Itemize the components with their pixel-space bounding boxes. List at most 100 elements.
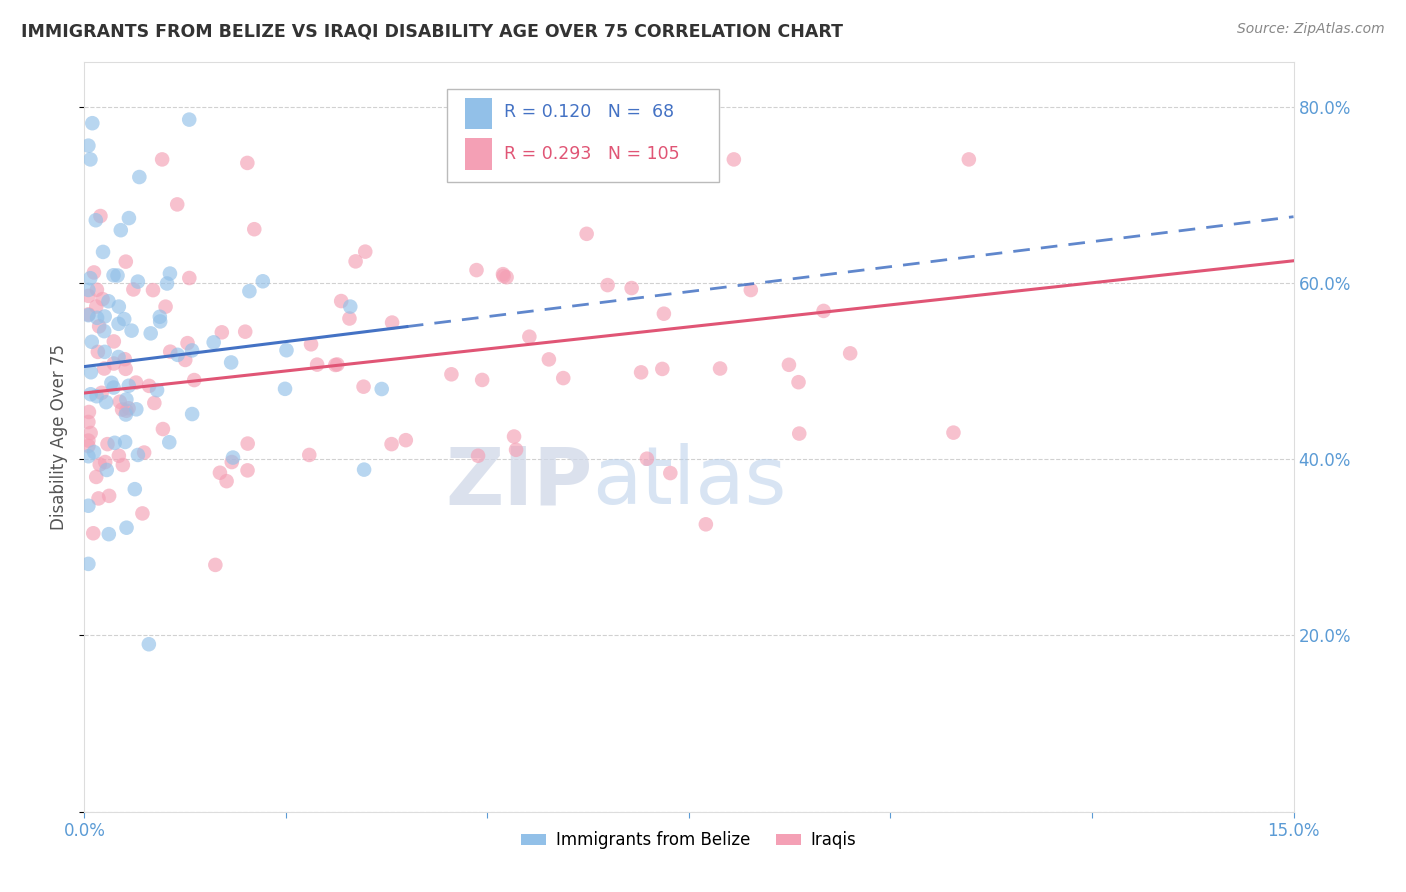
Immigrants from Belize — [107, 317, 129, 331]
Iraqis — [652, 307, 675, 321]
Iraqis — [208, 466, 231, 480]
Bar — [465, 138, 492, 170]
Immigrants from Belize — [118, 211, 141, 225]
Text: R = 0.120   N =  68: R = 0.120 N = 68 — [503, 103, 673, 121]
Immigrants from Belize — [202, 335, 225, 350]
Immigrants from Belize — [79, 153, 101, 167]
Iraqis — [111, 402, 134, 417]
Y-axis label: Disability Age Over 75: Disability Age Over 75 — [51, 344, 69, 530]
Immigrants from Belize — [159, 267, 181, 281]
Iraqis — [166, 197, 188, 211]
Immigrants from Belize — [128, 169, 150, 184]
Immigrants from Belize — [179, 112, 201, 127]
Immigrants from Belize — [103, 380, 125, 394]
Iraqis — [143, 396, 166, 410]
Immigrants from Belize — [112, 312, 135, 326]
Immigrants from Belize — [127, 275, 149, 289]
Text: atlas: atlas — [592, 443, 786, 521]
Iraqis — [122, 282, 145, 296]
Iraqis — [505, 442, 527, 457]
Iraqis — [957, 153, 980, 167]
Iraqis — [942, 425, 965, 440]
Iraqis — [243, 222, 266, 236]
Iraqis — [77, 434, 100, 448]
Text: Source: ZipAtlas.com: Source: ZipAtlas.com — [1237, 22, 1385, 37]
Iraqis — [471, 373, 494, 387]
Iraqis — [537, 352, 560, 367]
Immigrants from Belize — [84, 213, 107, 227]
Iraqis — [131, 507, 153, 521]
Iraqis — [492, 267, 515, 281]
Immigrants from Belize — [82, 116, 104, 130]
Iraqis — [150, 153, 173, 167]
Immigrants from Belize — [138, 637, 160, 651]
Iraqis — [179, 271, 201, 285]
Immigrants from Belize — [114, 408, 136, 422]
Iraqis — [395, 433, 418, 447]
Iraqis — [380, 437, 402, 451]
Immigrants from Belize — [274, 382, 297, 396]
Immigrants from Belize — [83, 445, 105, 459]
Immigrants from Belize — [146, 383, 169, 397]
Immigrants from Belize — [104, 435, 127, 450]
Immigrants from Belize — [181, 343, 204, 358]
Iraqis — [339, 311, 361, 326]
Immigrants from Belize — [107, 300, 129, 314]
Immigrants from Belize — [107, 268, 129, 283]
Immigrants from Belize — [149, 314, 172, 328]
Iraqis — [183, 373, 205, 387]
Iraqis — [114, 254, 136, 268]
Iraqis — [77, 415, 100, 429]
Immigrants from Belize — [353, 462, 375, 476]
Iraqis — [236, 436, 259, 450]
Immigrants from Belize — [77, 449, 100, 463]
Iraqis — [630, 365, 652, 379]
Text: ZIP: ZIP — [444, 443, 592, 521]
Iraqis — [204, 558, 226, 572]
Immigrants from Belize — [139, 326, 162, 341]
Iraqis — [709, 361, 731, 376]
Iraqis — [90, 385, 112, 400]
Immigrants from Belize — [93, 324, 115, 338]
Iraqis — [142, 283, 165, 297]
Iraqis — [620, 281, 643, 295]
Iraqis — [659, 466, 682, 480]
Iraqis — [94, 455, 117, 469]
Iraqis — [77, 405, 100, 419]
Immigrants from Belize — [156, 277, 179, 291]
Iraqis — [103, 334, 125, 349]
Immigrants from Belize — [77, 138, 100, 153]
Iraqis — [87, 344, 110, 359]
Iraqis — [221, 455, 243, 469]
Iraqis — [114, 362, 136, 376]
Iraqis — [323, 358, 346, 372]
Iraqis — [839, 346, 862, 360]
Iraqis — [89, 209, 111, 223]
Iraqis — [82, 526, 104, 541]
Immigrants from Belize — [252, 274, 274, 288]
Immigrants from Belize — [80, 365, 103, 379]
Iraqis — [298, 448, 321, 462]
Iraqis — [440, 368, 463, 382]
Iraqis — [77, 289, 100, 303]
Iraqis — [125, 376, 148, 390]
Iraqis — [787, 375, 810, 389]
Immigrants from Belize — [77, 557, 100, 571]
Iraqis — [740, 283, 762, 297]
Immigrants from Belize — [97, 294, 120, 309]
Immigrants from Belize — [86, 389, 108, 403]
Text: IMMIGRANTS FROM BELIZE VS IRAQI DISABILITY AGE OVER 75 CORRELATION CHART: IMMIGRANTS FROM BELIZE VS IRAQI DISABILI… — [21, 22, 844, 40]
Iraqis — [84, 300, 107, 314]
Immigrants from Belize — [103, 268, 125, 283]
Iraqis — [813, 304, 835, 318]
Immigrants from Belize — [124, 482, 146, 496]
Iraqis — [344, 254, 367, 268]
Text: R = 0.293   N = 105: R = 0.293 N = 105 — [503, 145, 679, 162]
Immigrants from Belize — [157, 435, 180, 450]
Immigrants from Belize — [222, 450, 245, 465]
Iraqis — [517, 329, 540, 343]
Iraqis — [495, 270, 517, 285]
Iraqis — [381, 316, 404, 330]
Iraqis — [174, 353, 197, 368]
Iraqis — [108, 394, 131, 409]
